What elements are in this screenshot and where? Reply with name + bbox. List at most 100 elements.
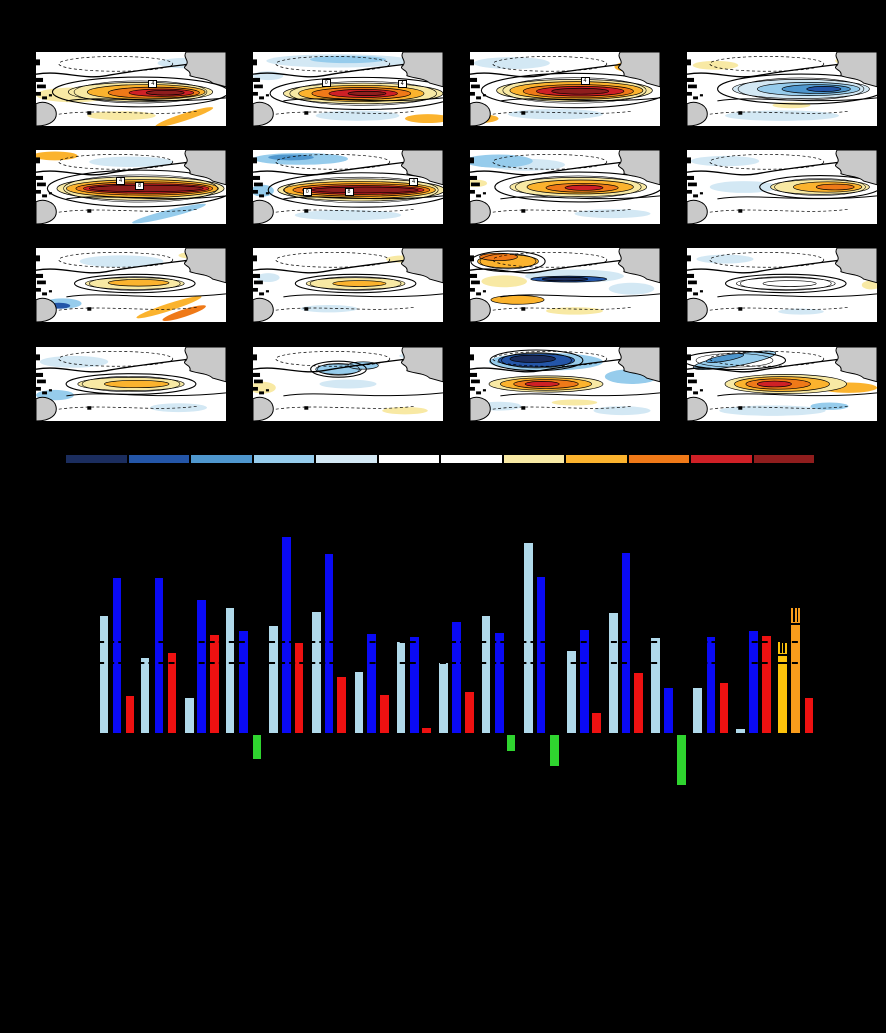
bar-g7-red <box>380 695 389 733</box>
map-panel-r3c4 <box>687 248 877 322</box>
map-panel-r4c3 <box>470 347 660 421</box>
bar-g2-lightblue <box>140 658 150 733</box>
bar-g4-blue <box>239 631 248 733</box>
bar-g13-red <box>634 673 643 733</box>
bar-g15-red <box>719 683 729 733</box>
colorbar-segment-10 <box>627 454 690 464</box>
colorbar-segment-9 <box>565 454 628 464</box>
bar-g15-lightblue <box>693 688 702 733</box>
bar-g14-blue <box>664 688 673 733</box>
map-panel-r3c3 <box>470 248 660 322</box>
bar-g10-green <box>506 735 516 751</box>
bar-top-vertical-tick <box>780 642 782 653</box>
bar-top-vertical-tick <box>793 608 795 622</box>
bar-g11-lightblue <box>524 543 533 733</box>
bar-g12-lightblue <box>567 651 576 733</box>
map-panel-r4c2 <box>253 347 443 421</box>
contour-label: 4 <box>409 178 419 187</box>
map-panel-r1c1 <box>36 52 226 126</box>
bar-g6-blue <box>324 554 334 733</box>
bar-g12-red <box>592 713 601 733</box>
map-panel-r2c1 <box>36 150 226 224</box>
bar-g8-red <box>422 728 431 733</box>
bar-g14-green <box>677 735 686 785</box>
map-panel-r4c1 <box>36 347 226 421</box>
bar-g4-green <box>252 735 262 759</box>
bar-g12-blue <box>580 630 589 733</box>
map-panel-r1c4 <box>687 52 877 126</box>
bar-top-horizontal-tick <box>778 662 787 664</box>
bar-g5-lightblue <box>269 626 278 733</box>
dashed-reference-line <box>78 641 818 643</box>
bar-g17-yellow <box>778 642 787 733</box>
bar-g1-red <box>125 696 135 733</box>
bar-g1-blue <box>112 578 121 733</box>
map-panel-r4c4 <box>687 347 877 421</box>
bar-g9-blue <box>452 622 461 733</box>
map-panel-r1c3 <box>470 52 660 126</box>
bar-g13-lightblue <box>609 613 618 733</box>
bar-g9-red <box>465 692 474 733</box>
colorbar-segment-4 <box>252 454 315 464</box>
bar-top-vertical-tick <box>796 608 799 622</box>
bar-g10-blue <box>495 633 504 733</box>
colorbar-segment-7 <box>440 454 503 464</box>
colorbar-segment-12 <box>752 454 815 464</box>
colorbar-segment-5 <box>315 454 378 464</box>
bar-g8-blue <box>410 637 419 733</box>
bar-top-horizontal-tick <box>778 654 787 656</box>
bar-g10-lightblue <box>481 616 491 733</box>
bar-g16-lightblue <box>736 729 745 733</box>
map-panel-r3c2 <box>253 248 443 322</box>
bar-g6-lightblue <box>312 612 321 733</box>
bar-g2-blue <box>154 578 164 733</box>
map-panel-r2c2 <box>253 150 443 224</box>
colorbar-segment-1 <box>65 454 128 464</box>
contour-label: 8 <box>344 187 354 196</box>
colorbar-segment-8 <box>502 454 565 464</box>
colorbar-segment-6 <box>377 454 440 464</box>
bar-g3-red <box>210 635 219 733</box>
bar-g5-red <box>294 643 304 733</box>
map-panel-r3c1 <box>36 248 226 322</box>
bar-g1-lightblue <box>99 616 108 733</box>
map-panel-r2c3 <box>470 150 660 224</box>
anomaly-colorbar <box>65 454 815 464</box>
contour-label: 4 <box>580 77 590 86</box>
colorbar-segment-3 <box>190 454 253 464</box>
bar-g2-red <box>167 653 177 733</box>
bar-g3-blue <box>197 600 206 733</box>
contour-label: 0 <box>321 78 331 87</box>
bar-g17-red <box>804 698 814 733</box>
bar-g3-lightblue <box>185 698 194 733</box>
map-panel-r1c2 <box>253 52 443 126</box>
colorbar-segment-11 <box>690 454 753 464</box>
bar-g11-blue <box>536 577 546 733</box>
bar-g7-lightblue <box>354 672 364 733</box>
dashed-reference-line <box>78 662 818 664</box>
contour-label: 0 <box>302 187 312 196</box>
bar-g15-blue <box>706 637 716 733</box>
bar-g8-lightblue <box>396 642 406 733</box>
bar-g11-green <box>550 735 559 766</box>
contour-label: 4 <box>397 80 407 89</box>
bar-g7-blue <box>367 634 376 733</box>
contour-label: 4 <box>148 80 158 89</box>
contour-label: 8 <box>135 181 145 190</box>
bar-g13-blue <box>621 553 631 733</box>
colorbar-segment-2 <box>127 454 190 464</box>
bar-top-horizontal-tick <box>791 623 800 625</box>
bar-g14-lightblue <box>651 638 660 733</box>
map-panel-r2c4 <box>687 150 877 224</box>
bar-top-vertical-tick <box>783 642 785 653</box>
contour-label: 4 <box>116 176 126 185</box>
bar-g5-blue <box>282 537 291 733</box>
bar-g6-red <box>337 677 346 733</box>
bar-g16-red <box>762 636 771 733</box>
bar-g9-lightblue <box>439 663 448 733</box>
bar-g16-blue <box>749 631 758 733</box>
bar-g4-lightblue <box>225 608 235 733</box>
bar-g17-orange <box>791 608 800 733</box>
